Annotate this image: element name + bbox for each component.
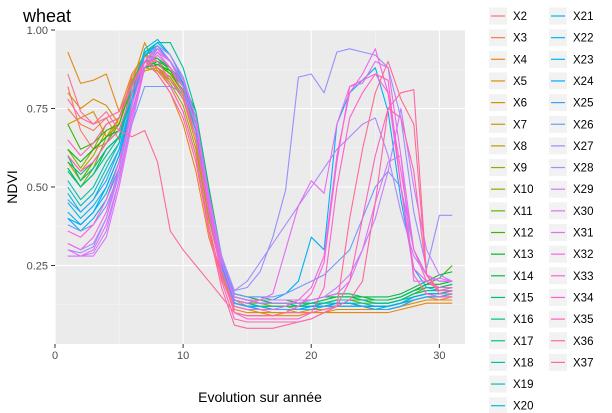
legend-item-x32: X32 xyxy=(549,245,593,263)
legend-item-x21: X21 xyxy=(549,7,593,25)
x-tick-label: 30 xyxy=(433,350,445,362)
legend-label: X13 xyxy=(513,249,533,261)
legend-label: X4 xyxy=(513,54,528,66)
legend-label: X2 xyxy=(513,11,527,23)
x-axis-title: Evolution sur année xyxy=(198,389,322,405)
legend-label: X34 xyxy=(573,292,594,304)
y-axis-title: NDVI xyxy=(4,170,20,203)
legend-item-x10: X10 xyxy=(489,180,533,198)
legend-label: X36 xyxy=(573,336,593,348)
y-tick-label: 1.00 xyxy=(27,25,48,37)
legend-item-x12: X12 xyxy=(489,224,533,241)
legend-item-x19: X19 xyxy=(489,375,533,393)
legend-item-x30: X30 xyxy=(549,202,593,220)
legend-label: X14 xyxy=(513,271,534,283)
legend-label: X33 xyxy=(573,271,593,283)
y-tick-label: 0.75 xyxy=(27,104,48,116)
legend-item-x14: X14 xyxy=(489,267,534,285)
legend-label: X11 xyxy=(513,206,533,218)
legend-item-x13: X13 xyxy=(489,245,533,263)
x-tick-label: 0 xyxy=(52,350,58,362)
legend-item-x7: X7 xyxy=(489,115,527,133)
legend-label: X9 xyxy=(513,163,527,175)
legend-item-x5: X5 xyxy=(489,72,527,90)
legend-label: X15 xyxy=(513,292,533,304)
series-line-x37 xyxy=(67,60,453,317)
legend-item-x28: X28 xyxy=(549,159,593,177)
legend-label: X27 xyxy=(573,141,593,153)
legend-label: X18 xyxy=(513,357,533,369)
legend-label: X20 xyxy=(513,401,533,413)
legend-label: X32 xyxy=(573,249,593,261)
legend-item-x33: X33 xyxy=(549,267,593,285)
legend-item-x6: X6 xyxy=(489,94,527,112)
legend: X2 X3 X4 X5 X6 X7 X8 X9 X10 X11 X12 X13 X14 X15 X16 X17… xyxy=(489,7,594,413)
legend-label: X37 xyxy=(573,357,593,369)
legend-item-x25: X25 xyxy=(549,94,593,112)
legend-label: X29 xyxy=(573,184,593,196)
legend-item-x29: X29 xyxy=(549,180,593,198)
legend-label: X22 xyxy=(573,33,593,45)
legend-label: X10 xyxy=(513,184,533,196)
legend-item-x37: X37 xyxy=(549,353,593,371)
legend-item-x17: X17 xyxy=(489,332,533,350)
legend-item-x27: X27 xyxy=(549,137,593,155)
legend-label: X7 xyxy=(513,119,527,131)
legend-item-x36: X36 xyxy=(549,332,593,350)
series-line-x36 xyxy=(67,60,453,329)
legend-item-x4: X4 xyxy=(489,50,528,68)
legend-item-x11: X11 xyxy=(489,202,533,220)
legend-item-x24: X24 xyxy=(549,72,594,90)
legend-label: X8 xyxy=(513,141,527,153)
legend-label: X21 xyxy=(573,11,593,23)
legend-item-x16: X16 xyxy=(489,310,533,328)
legend-item-x22: X22 xyxy=(549,29,593,47)
legend-label: X30 xyxy=(573,206,593,218)
legend-item-x18: X18 xyxy=(489,353,533,371)
legend-item-x23: X23 xyxy=(549,50,593,68)
legend-item-x2: X2 xyxy=(489,7,527,25)
legend-label: X24 xyxy=(573,76,594,88)
legend-label: X12 xyxy=(513,228,533,240)
y-tick-label: 0.50 xyxy=(27,182,48,194)
legend-label: X5 xyxy=(513,76,527,88)
x-axis: 0 10 20 30 xyxy=(52,344,446,362)
legend-label: X28 xyxy=(573,163,593,175)
legend-label: X19 xyxy=(513,379,533,391)
legend-item-x35: X35 xyxy=(549,310,593,328)
x-tick-label: 10 xyxy=(177,350,189,362)
legend-item-x26: X26 xyxy=(549,115,593,133)
legend-label: X3 xyxy=(513,33,527,45)
chart-title: wheat xyxy=(22,6,71,26)
y-axis: 0.25 0.50 0.75 1.00 xyxy=(27,25,55,273)
legend-label: X16 xyxy=(513,314,533,326)
legend-item-x9: X9 xyxy=(489,159,527,177)
legend-item-x15: X15 xyxy=(489,288,533,306)
series-line-x34 xyxy=(67,60,453,320)
legend-label: X25 xyxy=(573,98,593,110)
legend-item-x20: X20 xyxy=(489,397,533,413)
legend-label: X31 xyxy=(573,228,593,240)
legend-label: X17 xyxy=(513,336,533,348)
series-line-x31 xyxy=(67,51,453,304)
legend-item-x8: X8 xyxy=(489,137,527,155)
y-tick-label: 0.25 xyxy=(27,261,48,273)
x-tick-label: 20 xyxy=(305,350,317,362)
legend-label: X6 xyxy=(513,98,527,110)
legend-item-x34: X34 xyxy=(549,288,594,306)
legend-label: X26 xyxy=(573,119,593,131)
legend-label: X23 xyxy=(573,54,593,66)
legend-item-x31: X31 xyxy=(549,224,593,241)
legend-item-x3: X3 xyxy=(489,29,527,47)
legend-label: X35 xyxy=(573,314,593,326)
series-layer xyxy=(67,38,453,329)
